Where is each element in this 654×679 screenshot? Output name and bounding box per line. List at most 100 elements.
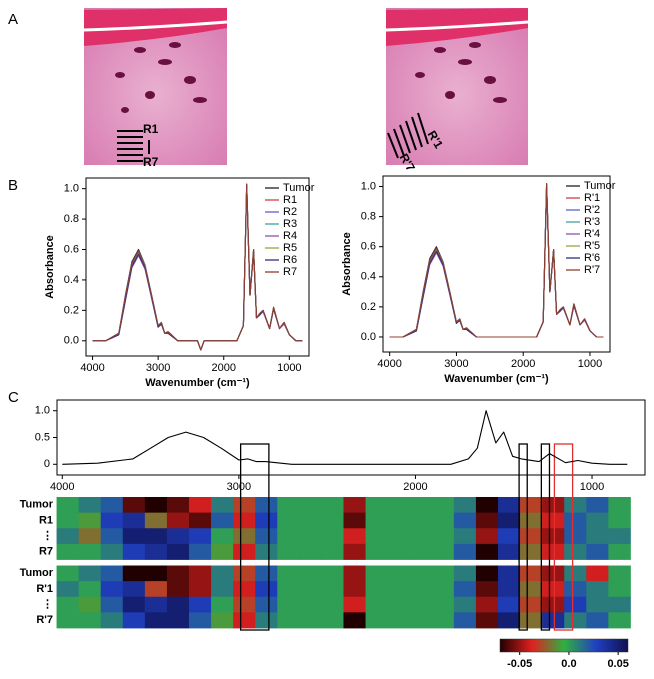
y-tick-label: 1.0 <box>35 405 50 417</box>
heatmap-cell <box>188 581 212 598</box>
x-tick-label: 1000 <box>578 358 602 370</box>
heatmap-cell <box>56 612 80 629</box>
heatmap-cell <box>122 596 146 613</box>
heatmap-cell <box>608 596 631 613</box>
heatmap-cell <box>78 497 102 514</box>
heatmap-cell <box>78 528 102 545</box>
heatmap-cell <box>100 565 124 582</box>
heatmap-cell <box>122 581 146 598</box>
heatmap-cell <box>475 596 499 613</box>
heatmap-cell <box>564 581 587 598</box>
heatmap-cell <box>188 543 212 560</box>
legend-label: Tumor <box>584 180 616 192</box>
heatmap-cell <box>586 565 609 582</box>
heatmap-cell <box>233 497 256 514</box>
heatmap-cell <box>365 596 389 613</box>
heatmap-cell <box>343 565 366 582</box>
spectrum-line <box>389 182 604 338</box>
panel-label: A <box>8 11 18 28</box>
y-tick-label: 0.4 <box>64 274 79 286</box>
heatmap-cell <box>608 497 631 514</box>
heatmap-cell <box>211 543 234 560</box>
heatmap-cell <box>564 497 587 514</box>
heatmap-cell <box>233 543 256 560</box>
x-tick-label: 3000 <box>227 481 251 493</box>
heatmap-cell <box>475 512 499 529</box>
heatmap-cell <box>498 565 521 582</box>
spectrum-line <box>389 184 604 338</box>
heatmap-cell <box>233 565 256 582</box>
heatmap-cell <box>453 528 477 545</box>
heatmap-cell <box>78 543 102 560</box>
heatmap-cell <box>188 612 212 629</box>
heatmap-cell <box>453 612 477 629</box>
heatmap-cell <box>387 565 411 582</box>
x-tick-label: 4000 <box>50 481 74 493</box>
heatmap-cell <box>211 565 234 582</box>
heatmap-cell <box>453 581 477 598</box>
heatmap-cell <box>78 612 102 629</box>
heatmap-cell <box>233 528 256 545</box>
legend-label: R'1 <box>584 192 600 204</box>
heatmap-cell <box>211 512 234 529</box>
heatmap-cell <box>409 497 433 514</box>
spectrum-line <box>389 182 604 338</box>
spectrum-line <box>389 184 604 338</box>
heatmap-cell <box>365 612 389 629</box>
plot-frame <box>85 177 310 357</box>
heatmap-cell <box>233 612 256 629</box>
heatmap-cell <box>498 612 521 629</box>
heatmap-cell <box>255 581 278 598</box>
heatmap-cell <box>277 612 300 629</box>
spectrum-line <box>389 184 604 338</box>
heatmap-cell <box>586 596 609 613</box>
heatmap-cell <box>277 565 300 582</box>
heatmap-cell <box>431 528 455 545</box>
heatmap-cell <box>475 565 499 582</box>
y-tick-label: 0.6 <box>361 241 376 253</box>
heatmap-cell <box>498 512 521 529</box>
row-label: R'1 <box>36 583 53 595</box>
heatmap-cell <box>166 512 190 529</box>
heatmap-cell <box>299 565 322 582</box>
heatmap-cell <box>255 512 278 529</box>
legend-label: R6 <box>283 254 297 266</box>
heatmap-cell <box>166 543 190 560</box>
heatmap-cell <box>100 612 124 629</box>
x-tick-label: 3000 <box>146 362 170 374</box>
legend-label: R4 <box>283 230 297 242</box>
spectrum-line <box>92 185 303 351</box>
heatmap-cell <box>299 612 322 629</box>
heatmap-cell <box>166 581 190 598</box>
heatmap-cell <box>608 543 631 560</box>
heatmap-cell <box>475 497 499 514</box>
heatmap-cell <box>144 512 168 529</box>
heatmap-cell <box>520 565 543 582</box>
heatmap-cell <box>365 528 389 545</box>
y-tick-label: 0.2 <box>64 304 79 316</box>
heatmap-cell <box>166 596 190 613</box>
heatmap-cell <box>100 543 124 560</box>
heatmap-cell <box>520 596 543 613</box>
heatmap-cell <box>122 497 146 514</box>
heatmap-cell <box>453 512 477 529</box>
heatmap-cell <box>233 596 256 613</box>
heatmap-cell <box>542 565 565 582</box>
spectrum-line <box>389 182 604 338</box>
heatmap-cell <box>387 528 411 545</box>
legend-label: R'6 <box>584 252 600 264</box>
heatmap-cell <box>188 528 212 545</box>
histology-image: R'1 R'7 <box>385 8 529 174</box>
heatmap-cell <box>387 497 411 514</box>
heatmap-cell <box>166 565 190 582</box>
heatmap-cell <box>409 565 433 582</box>
heatmap-cell <box>255 612 278 629</box>
heatmap-cell <box>277 581 300 598</box>
heatmap-cell <box>166 497 190 514</box>
row-label: R7 <box>39 546 53 558</box>
heatmap-cell <box>144 565 168 582</box>
legend-label: R'5 <box>584 240 600 252</box>
legend-label: R'7 <box>584 264 600 276</box>
heatmap-cell <box>475 543 499 560</box>
heatmap-cell <box>542 528 565 545</box>
